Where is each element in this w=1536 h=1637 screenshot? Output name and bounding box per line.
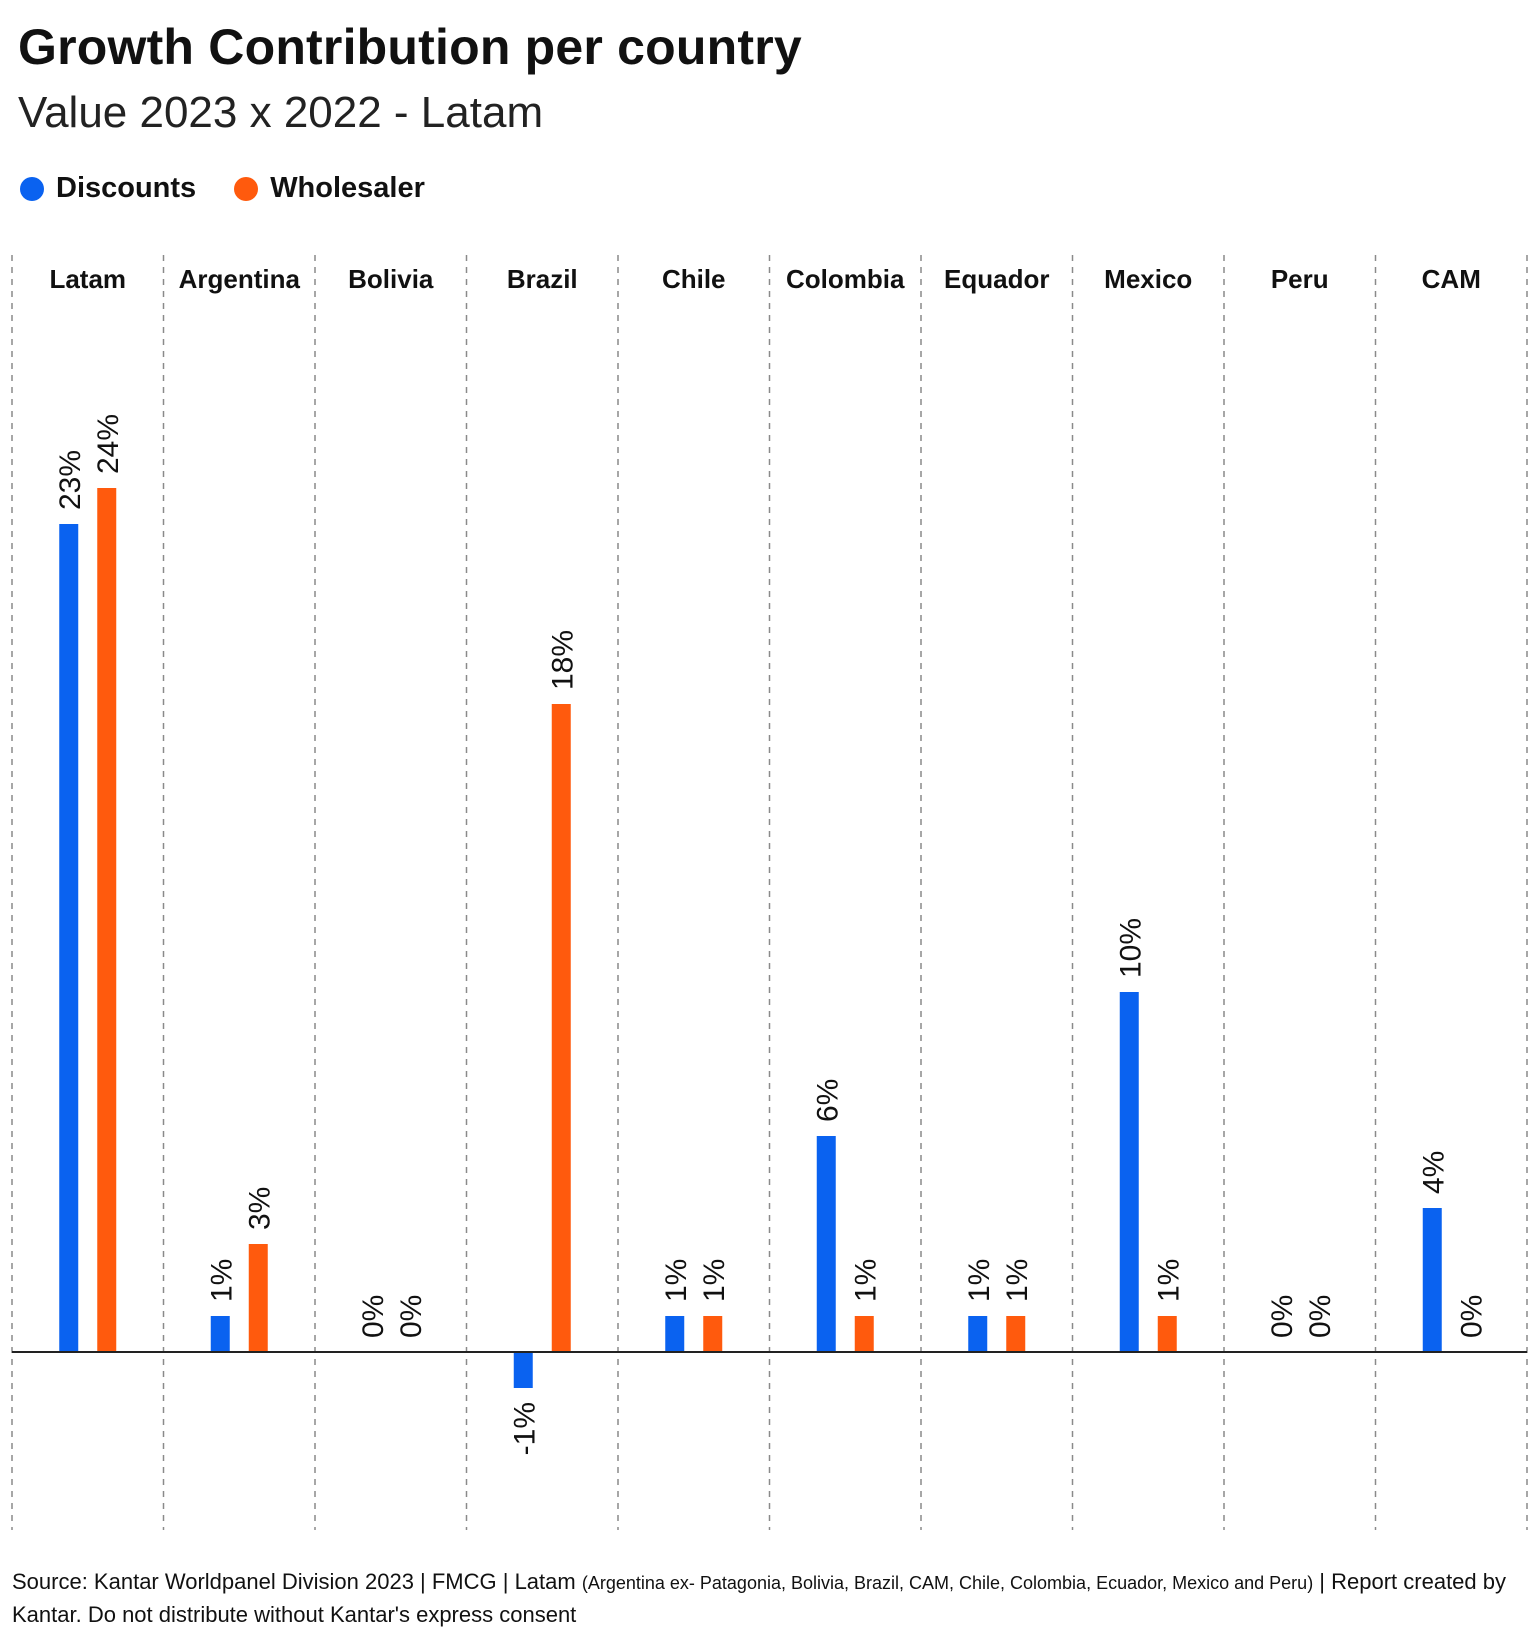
data-label-discounts: 0% <box>357 1295 390 1338</box>
bar-discounts <box>816 1136 836 1352</box>
category-label: Brazil <box>507 264 578 294</box>
category-label: Equador <box>944 264 1049 294</box>
legend-swatch-wholesaler <box>234 176 259 201</box>
legend-item-discounts: Discounts <box>20 172 196 205</box>
data-label-wholesaler: 0% <box>1304 1295 1337 1338</box>
bar-wholesaler <box>1157 1316 1177 1352</box>
data-label-wholesaler: 1% <box>1152 1259 1185 1302</box>
chart-subtitle: Value 2023 x 2022 - Latam <box>18 88 544 137</box>
category-label: Argentina <box>179 264 301 294</box>
category-label: Mexico <box>1104 264 1192 294</box>
data-label-discounts: 1% <box>963 1259 996 1302</box>
legend-swatch-discounts <box>20 176 44 201</box>
bar-discounts <box>59 524 79 1352</box>
bar-discounts <box>968 1316 988 1352</box>
data-label-wholesaler: 3% <box>243 1187 276 1230</box>
bar-wholesaler <box>97 488 117 1352</box>
bar-wholesaler <box>551 704 571 1352</box>
legend-label-discounts: Discounts <box>56 172 197 204</box>
data-label-wholesaler: 1% <box>849 1259 882 1302</box>
category-label: Chile <box>662 264 726 294</box>
data-label-discounts: -1% <box>508 1402 541 1455</box>
data-label-wholesaler: 0% <box>1455 1295 1488 1338</box>
source-text: Source: Kantar Worldpanel Division 2023 … <box>12 1569 582 1594</box>
data-label-wholesaler: 0% <box>395 1295 428 1338</box>
bar-wholesaler <box>1006 1316 1026 1352</box>
legend: Discounts Wholesaler <box>20 172 425 205</box>
legend-item-wholesaler: Wholesaler <box>234 172 425 205</box>
chart-title: Growth Contribution per country <box>18 19 802 75</box>
category-label: Latam <box>49 264 126 294</box>
data-label-discounts: 6% <box>811 1079 844 1122</box>
data-label-wholesaler: 18% <box>546 630 579 690</box>
bar-discounts <box>513 1352 533 1388</box>
data-label-discounts: 23% <box>54 450 87 510</box>
category-label: Bolivia <box>348 264 434 294</box>
data-label-wholesaler: 24% <box>92 414 125 474</box>
category-label: CAM <box>1422 264 1481 294</box>
bar-discounts <box>1422 1208 1442 1352</box>
data-label-discounts: 0% <box>1266 1295 1299 1338</box>
bar-discounts <box>665 1316 685 1352</box>
data-label-wholesaler: 1% <box>1001 1259 1034 1302</box>
bar-discounts <box>210 1316 230 1352</box>
source-country-list: (Argentina ex- Patagonia, Bolivia, Brazi… <box>581 1573 1314 1593</box>
legend-label-wholesaler: Wholesaler <box>270 172 425 204</box>
category-label: Peru <box>1271 264 1329 294</box>
data-label-discounts: 10% <box>1114 918 1147 978</box>
bar-discounts <box>1119 992 1139 1352</box>
bar-chart: Latam Argentina Bolivia Brazil Chile Colombia… <box>11 255 1528 1530</box>
source-footnote: Source: Kantar Worldpanel Division 2023 … <box>12 1566 1512 1630</box>
bar-wholesaler <box>703 1316 723 1352</box>
category-label: Colombia <box>786 264 905 294</box>
data-label-discounts: 4% <box>1417 1151 1450 1194</box>
data-label-discounts: 1% <box>205 1259 238 1302</box>
data-label-discounts: 1% <box>660 1259 693 1302</box>
bar-wholesaler <box>854 1316 874 1352</box>
data-label-wholesaler: 1% <box>698 1259 731 1302</box>
source-disclaimer: | Report created by Kantar. Do not distr… <box>12 1569 1506 1627</box>
bar-wholesaler <box>248 1244 268 1352</box>
